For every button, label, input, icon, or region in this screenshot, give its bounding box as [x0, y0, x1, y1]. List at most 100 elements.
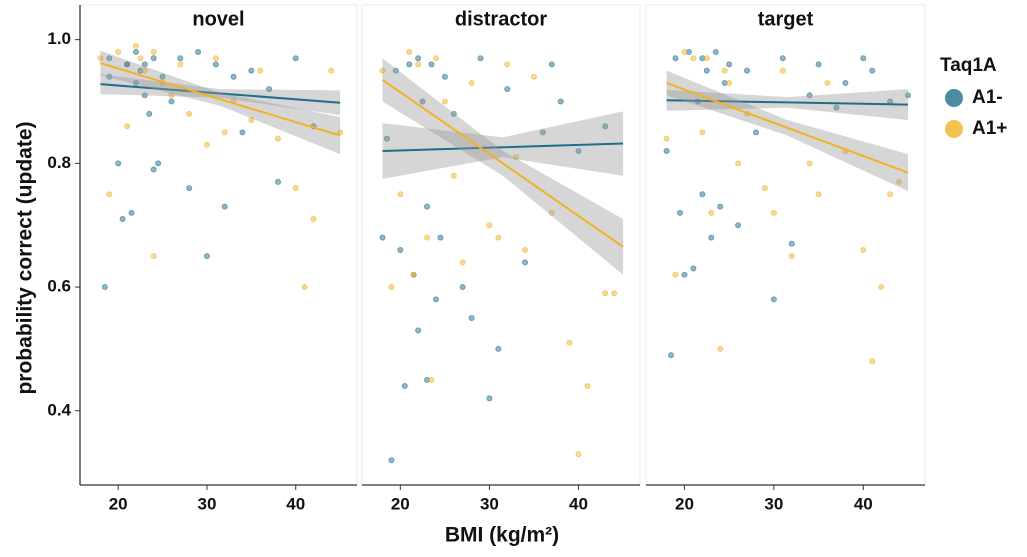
data-point [712, 49, 719, 56]
data-point [177, 61, 184, 68]
data-point [539, 129, 546, 136]
data-point [788, 253, 795, 260]
data-point [415, 61, 422, 68]
data-point [842, 79, 849, 86]
data-point [383, 135, 390, 142]
data-point [761, 185, 768, 192]
data-point [486, 395, 493, 402]
x-tick-label: 30 [764, 494, 783, 513]
confidence-band [666, 89, 909, 121]
data-point [292, 55, 299, 62]
data-point [124, 123, 131, 130]
data-point [495, 234, 502, 241]
data-point [132, 79, 139, 86]
data-point [186, 185, 193, 192]
data-point [905, 92, 912, 99]
facet-panel [361, 4, 641, 486]
data-point [141, 67, 148, 74]
data-point [310, 216, 317, 223]
data-point [274, 178, 281, 185]
data-point [575, 147, 582, 154]
data-point [410, 271, 417, 278]
confidence-band [100, 74, 341, 116]
data-point [441, 98, 448, 105]
data-point [878, 284, 885, 291]
data-point [690, 55, 697, 62]
data-point [522, 259, 529, 266]
data-point [415, 55, 422, 62]
data-point [459, 259, 466, 266]
data-point [602, 123, 609, 130]
data-point [681, 49, 688, 56]
trend-line [381, 79, 624, 248]
data-point [415, 327, 422, 334]
data-point [257, 67, 264, 74]
data-point [699, 191, 706, 198]
y-tick-label: 0.6 [47, 277, 71, 296]
data-point [428, 376, 435, 383]
data-point [735, 222, 742, 229]
data-point [150, 166, 157, 173]
confidence-band [666, 70, 909, 192]
data-point [274, 135, 281, 142]
x-tick-label: 20 [391, 494, 410, 513]
data-point [468, 79, 475, 86]
data-point [106, 191, 113, 198]
data-point [428, 61, 435, 68]
data-point [432, 296, 439, 303]
data-point [602, 290, 609, 297]
data-point [150, 49, 157, 56]
data-point [806, 160, 813, 167]
data-point [301, 284, 308, 291]
data-point [115, 160, 122, 167]
data-point [477, 55, 484, 62]
data-point [221, 203, 228, 210]
x-tick-label: 40 [569, 494, 588, 513]
data-point [815, 61, 822, 68]
data-point [248, 67, 255, 74]
legend-marker [945, 89, 963, 107]
data-point [779, 67, 786, 74]
data-point [328, 67, 335, 74]
data-point [726, 61, 733, 68]
data-point [141, 92, 148, 99]
data-point [468, 314, 475, 321]
data-point [101, 284, 108, 291]
trend-line [100, 83, 341, 104]
legend-title: Taq1A [940, 55, 997, 76]
data-point [869, 67, 876, 74]
data-point [557, 98, 564, 105]
data-point [212, 61, 219, 68]
data-point [584, 383, 591, 390]
data-point [392, 67, 399, 74]
data-point [141, 61, 148, 68]
data-point [459, 284, 466, 291]
data-point [703, 55, 710, 62]
x-tick-label: 20 [675, 494, 694, 513]
data-point [611, 290, 618, 297]
data-point [513, 154, 520, 161]
data-point [668, 352, 675, 359]
data-point [137, 55, 144, 62]
data-point [752, 129, 759, 136]
data-point [717, 345, 724, 352]
data-point [406, 61, 413, 68]
data-point [735, 160, 742, 167]
data-point [230, 73, 237, 80]
trend-line [382, 142, 624, 152]
data-point [896, 178, 903, 185]
data-point [150, 55, 157, 62]
data-point [168, 98, 175, 105]
data-point [770, 209, 777, 216]
data-point [548, 209, 555, 216]
data-point [106, 73, 113, 80]
data-point [522, 246, 529, 253]
data-point [663, 135, 670, 142]
data-point [504, 86, 511, 93]
data-point [221, 129, 228, 136]
trend-line [100, 62, 341, 137]
data-point [699, 129, 706, 136]
data-point [676, 209, 683, 216]
data-point [708, 209, 715, 216]
data-point [132, 49, 139, 56]
